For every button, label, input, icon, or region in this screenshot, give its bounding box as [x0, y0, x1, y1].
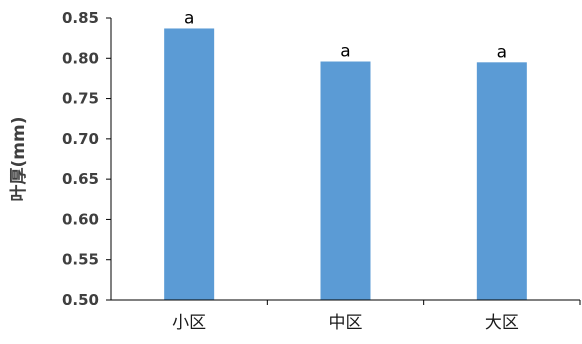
y-axis-ticks: 0.50 0.55 0.60 0.65 0.70 0.75 0.80 0.85: [62, 9, 111, 309]
y-axis-title: 叶厚(mm): [9, 117, 29, 202]
y-tick-label: 0.50: [62, 291, 99, 309]
data-label: a: [497, 42, 507, 62]
bar: [476, 62, 527, 300]
x-tick-label: 中区: [329, 313, 363, 333]
data-label: a: [340, 42, 350, 62]
y-tick-label: 0.80: [62, 49, 99, 67]
data-labels: a a a: [184, 8, 507, 62]
bar: [320, 61, 371, 300]
data-label: a: [184, 8, 194, 28]
x-tick-label: 大区: [485, 313, 519, 333]
y-tick-label: 0.70: [62, 130, 99, 148]
bars: [164, 28, 527, 301]
y-tick-label: 0.60: [62, 210, 99, 228]
y-tick-label: 0.85: [62, 9, 99, 27]
y-tick-label: 0.65: [62, 170, 99, 188]
x-axis-labels: 小区 中区 大区: [172, 300, 581, 333]
y-tick-label: 0.55: [62, 251, 99, 269]
y-tick-label: 0.75: [62, 90, 99, 108]
x-tick-label: 小区: [172, 313, 206, 333]
bar: [164, 28, 215, 301]
